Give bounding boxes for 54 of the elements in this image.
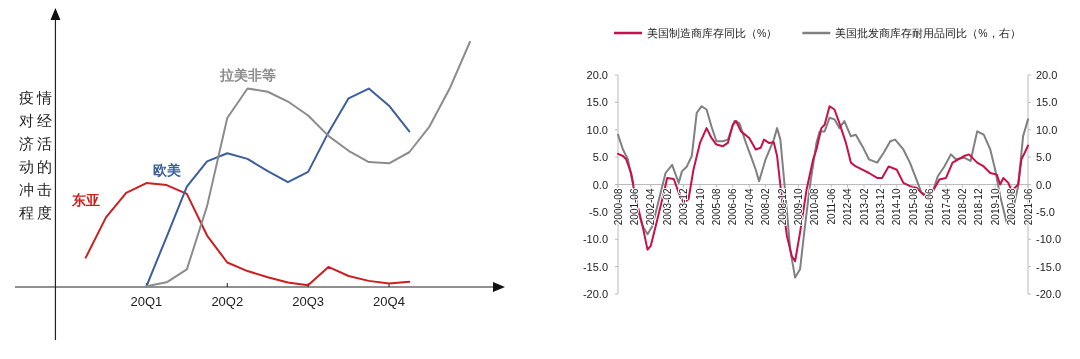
x-tick-label: 2008-02 bbox=[760, 188, 772, 226]
x-tick-label: 2012-04 bbox=[842, 188, 854, 226]
series-label: 东亚 bbox=[70, 192, 100, 209]
x-tick-label: 2013-02 bbox=[858, 188, 870, 226]
x-tick-label: 2011-06 bbox=[825, 188, 837, 225]
series-label: 拉美非等 bbox=[218, 66, 276, 83]
y2-tick-label: 10.0 bbox=[1036, 123, 1058, 136]
x-tick-label: 2020-08 bbox=[1006, 188, 1018, 226]
series-label: 欧美 bbox=[152, 161, 181, 178]
x-tick-label: 2001-06 bbox=[628, 188, 640, 226]
legend-label: 美国批发商库存耐用品同比（%，右） bbox=[835, 27, 1021, 39]
x-tick-label: 2000-08 bbox=[612, 188, 624, 226]
x-tick-label: 2010-08 bbox=[809, 188, 821, 226]
x-tick-label: 20Q1 bbox=[130, 294, 163, 309]
x-tick-label: 2017-04 bbox=[940, 188, 952, 226]
y-axis-title: 疫情对经济活动的冲击程度 bbox=[19, 89, 55, 221]
y-tick-label: 0.0 bbox=[592, 178, 608, 191]
x-tick-label: 2005-08 bbox=[710, 188, 722, 226]
x-tick-label: 2004-10 bbox=[694, 188, 706, 226]
y2-tick-label: -15.0 bbox=[1036, 260, 1062, 273]
x-tick-label: 2007-04 bbox=[743, 188, 755, 226]
y-tick-label: -20.0 bbox=[582, 288, 608, 300]
x-tick-label: 2002-04 bbox=[645, 188, 657, 226]
x-tick-label: 2003-12 bbox=[678, 188, 690, 226]
x-tick-label: 2013-12 bbox=[874, 188, 886, 226]
legend-label: 美国制造商库存同比（%） bbox=[647, 27, 778, 39]
x-tick-label: 20Q3 bbox=[292, 294, 325, 309]
x-tick-label: 20Q2 bbox=[211, 294, 244, 309]
y-tick-label: 20.0 bbox=[586, 69, 608, 81]
x-tick-label: 2008-12 bbox=[776, 188, 788, 226]
y2-tick-label: -5.0 bbox=[1036, 205, 1055, 218]
y2-tick-label: -10.0 bbox=[1036, 233, 1062, 246]
y-tick-label: -15.0 bbox=[582, 260, 608, 273]
x-tick-label: 2021-06 bbox=[1022, 188, 1034, 226]
y-tick-label: -10.0 bbox=[582, 233, 608, 246]
x-tick-label: 2018-12 bbox=[973, 188, 985, 226]
y-tick-label: 15.0 bbox=[586, 96, 608, 109]
x-tick-label: 2003-02 bbox=[661, 188, 673, 226]
y-tick-label: 5.0 bbox=[592, 151, 608, 164]
y2-tick-label: -20.0 bbox=[1036, 288, 1062, 300]
x-tick-label: 2006-06 bbox=[727, 188, 739, 226]
x-tick-label: 2014-10 bbox=[891, 188, 903, 226]
y2-tick-label: 20.0 bbox=[1036, 69, 1058, 81]
x-tick-label: 2016-06 bbox=[924, 188, 936, 226]
x-tick-label: 2019-10 bbox=[989, 188, 1001, 226]
y-tick-label: 10.0 bbox=[586, 123, 608, 136]
y2-tick-label: 5.0 bbox=[1036, 151, 1052, 164]
y-tick-label: -5.0 bbox=[589, 205, 608, 218]
x-tick-label: 2009-10 bbox=[792, 188, 804, 226]
x-tick-label: 2015-08 bbox=[907, 188, 919, 226]
x-tick-label: 20Q4 bbox=[373, 294, 405, 309]
y2-tick-label: 0.0 bbox=[1036, 178, 1052, 191]
x-tick-label: 2018-02 bbox=[956, 188, 968, 226]
y2-tick-label: 15.0 bbox=[1036, 96, 1058, 109]
